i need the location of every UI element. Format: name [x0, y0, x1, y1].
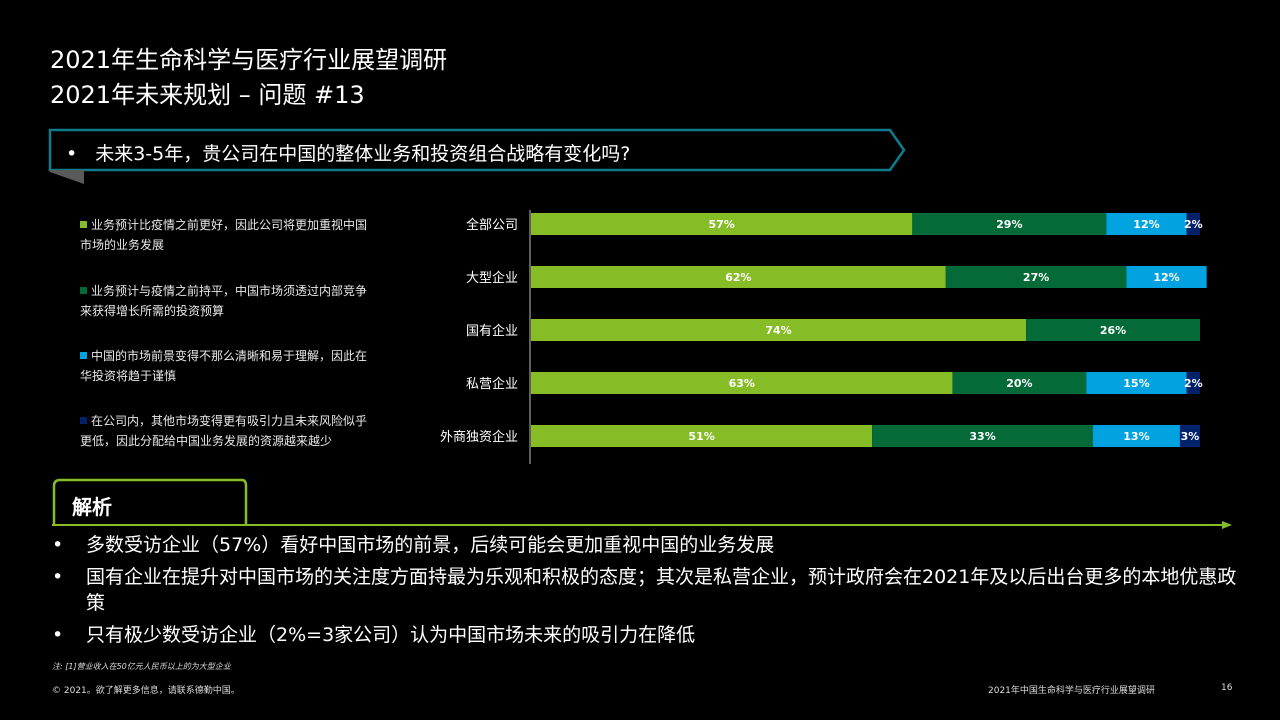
data-label: 33%: [969, 430, 995, 443]
bar-segment: [912, 213, 1107, 235]
legend-item-1: 业务预计比疫情之前更好，因此公司将更加重视中国 市场的业务发展: [80, 215, 410, 255]
analysis-point-1: • 多数受访企业（57%）看好中国市场的前景，后续可能会更加重视中国的业务发展: [52, 532, 1252, 558]
question-banner: [48, 128, 906, 184]
bullet-dot: •: [52, 624, 64, 646]
data-label: 27%: [1023, 271, 1049, 284]
stacked-bar-chart: 全部公司 57% 29% 12% 2% 大型企业 62% 27% 12% 国有企业 74% 26% 私营…: [440, 210, 1207, 464]
data-label: 63%: [729, 377, 755, 390]
bar-segment: [1186, 213, 1200, 235]
bar-segment: [1092, 425, 1180, 447]
data-label: 3%: [1181, 430, 1200, 443]
analysis-text-2: 国有企业在提升对中国市场的关注度方面持最为乐观和积极的态度；其次是私营企业，预计…: [86, 566, 1237, 614]
category-label: 全部公司: [466, 217, 518, 233]
data-label: 2%: [1184, 377, 1203, 390]
bar-segment: [531, 372, 953, 394]
analysis-points: • 多数受访企业（57%）看好中国市场的前景，后续可能会更加重视中国的业务发展 •…: [52, 532, 1252, 654]
page-title: 2021年生命科学与医疗行业展望调研: [50, 46, 448, 74]
question-bullet: •: [66, 143, 78, 165]
footnote: 注: [1]营业收入在50亿元人民币以上的为大型企业: [52, 662, 231, 671]
bar-segment: [1086, 372, 1187, 394]
analysis-point-2: • 国有企业在提升对中国市场的关注度方面持最为乐观和积极的态度；其次是私营企业，预…: [52, 564, 1252, 616]
bar-segment: [531, 213, 913, 235]
analysis-heading: 解析: [72, 495, 112, 519]
bullet-dot: •: [52, 534, 64, 556]
legend-text-1b: 市场的业务发展: [80, 238, 165, 252]
bar-segment: [1179, 425, 1200, 447]
legend-swatch-4: [80, 417, 87, 424]
category-label: 外商独资企业: [440, 429, 518, 445]
legend-item-2: 业务预计与疫情之前持平，中国市场须透过内部竞争 来获得增长所需的投资预算: [80, 281, 410, 321]
legend-text-2a: 业务预计与疫情之前持平，中国市场须透过内部竞争: [91, 284, 368, 298]
legend-text-3a: 中国的市场前景变得不那么清晰和易于理解，因此在: [91, 349, 368, 363]
legend-text-4a: 在公司内，其他市场变得更有吸引力且未来风险似乎: [91, 414, 368, 428]
legend-item-3: 中国的市场前景变得不那么清晰和易于理解，因此在 华投资将趋于谨慎: [80, 346, 410, 386]
data-label: 2%: [1184, 218, 1203, 231]
page-number: 16: [1221, 683, 1233, 693]
bar-segment: [1186, 372, 1200, 394]
analysis-text-3: 只有极少数受访企业（2%=3家公司）认为中国市场未来的吸引力在降低: [86, 624, 696, 646]
data-label: 20%: [1006, 377, 1032, 390]
copyright-text: © 2021。欲了解更多信息，请联系德勤中国。: [52, 686, 240, 696]
bar-segment: [1126, 266, 1207, 288]
bar-segment: [872, 425, 1093, 447]
data-label: 62%: [725, 271, 751, 284]
bar-segment: [952, 372, 1087, 394]
legend-swatch-2: [80, 287, 87, 294]
data-label: 57%: [708, 218, 734, 231]
legend-item-4: 在公司内，其他市场变得更有吸引力且未来风险似乎 更低，因此分配给中国业务发展的资…: [80, 411, 410, 451]
data-label: 29%: [996, 218, 1022, 231]
legend-text-1a: 业务预计比疫情之前更好，因此公司将更加重视中国: [91, 218, 368, 232]
report-title: 2021年中国生命科学与医疗行业展望调研: [988, 686, 1155, 696]
analysis-point-3: • 只有极少数受访企业（2%=3家公司）认为中国市场未来的吸引力在降低: [52, 622, 1252, 648]
legend-text-3b: 华投资将趋于谨慎: [80, 369, 177, 383]
data-label: 26%: [1100, 324, 1126, 337]
legend-swatch-1: [80, 221, 87, 228]
bullet-dot: •: [52, 566, 64, 588]
question-text: 未来3-5年，贵公司在中国的整体业务和投资组合战略有变化吗?: [95, 143, 631, 165]
analysis-text-1: 多数受访企业（57%）看好中国市场的前景，后续可能会更加重视中国的业务发展: [86, 534, 775, 556]
category-label: 国有企业: [466, 323, 518, 339]
data-label: 12%: [1133, 218, 1159, 231]
bar-segment: [945, 266, 1127, 288]
data-label: 74%: [765, 324, 791, 337]
analysis-tab: [52, 478, 248, 524]
data-label: 12%: [1153, 271, 1179, 284]
data-label: 51%: [688, 430, 714, 443]
bar-segment: [1106, 213, 1187, 235]
data-label: 13%: [1123, 430, 1149, 443]
legend-text-2b: 来获得增长所需的投资预算: [80, 304, 225, 318]
legend-text-4b: 更低，因此分配给中国业务发展的资源越来越少: [80, 434, 333, 448]
data-label: 15%: [1123, 377, 1149, 390]
page-subtitle: 2021年未来规划 – 问题 #13: [50, 81, 365, 109]
analysis-divider-arrow: [52, 521, 1232, 529]
bar-segment: [531, 425, 873, 447]
survey-question: • 未来3-5年，贵公司在中国的整体业务和投资组合战略有变化吗?: [66, 139, 630, 166]
bar-segment: [531, 319, 1027, 341]
bar-segment: [1026, 319, 1200, 341]
category-label: 大型企业: [466, 270, 518, 286]
legend-swatch-3: [80, 352, 87, 359]
bar-segment: [531, 266, 946, 288]
category-label: 私营企业: [466, 376, 518, 392]
